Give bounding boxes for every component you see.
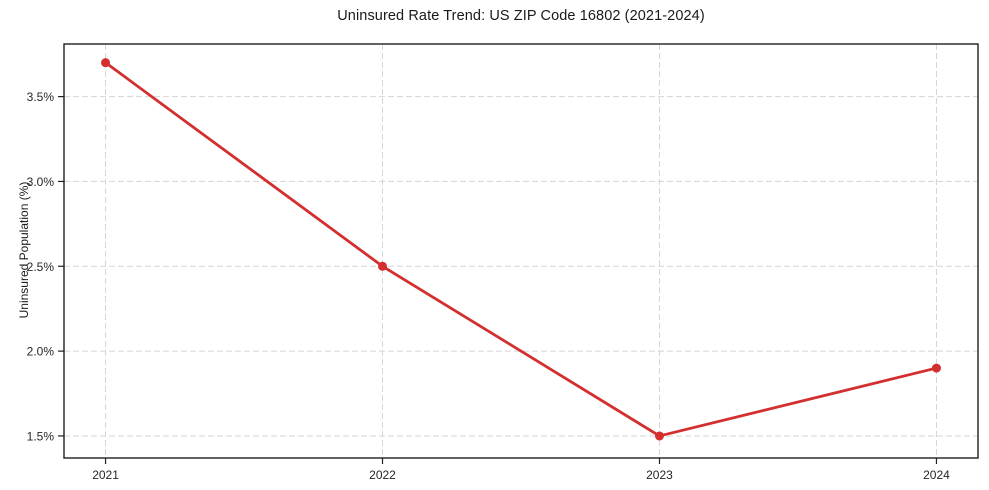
data-point-2023 bbox=[654, 431, 664, 441]
trend-line bbox=[104, 61, 938, 438]
y-tick-label: 3.0% bbox=[27, 175, 55, 189]
x-tick-label: 2024 bbox=[923, 468, 950, 482]
plot-border bbox=[63, 43, 979, 459]
data-point-2024 bbox=[931, 363, 941, 373]
x-tick-label: 2021 bbox=[92, 468, 119, 482]
data-point-2021 bbox=[101, 58, 111, 68]
y-tick-label: 3.5% bbox=[27, 90, 55, 104]
chart-title: Uninsured Rate Trend: US ZIP Code 16802 … bbox=[337, 8, 705, 24]
data-point-2022 bbox=[378, 261, 388, 271]
y-tick-label: 2.5% bbox=[27, 260, 55, 274]
x-tick-label: 2022 bbox=[369, 468, 396, 482]
y-axis-label: Uninsured Population (%) bbox=[17, 181, 31, 319]
y-tick-label: 2.0% bbox=[27, 345, 55, 359]
x-tick-label: 2023 bbox=[646, 468, 673, 482]
y-tick-label: 1.5% bbox=[27, 429, 55, 443]
